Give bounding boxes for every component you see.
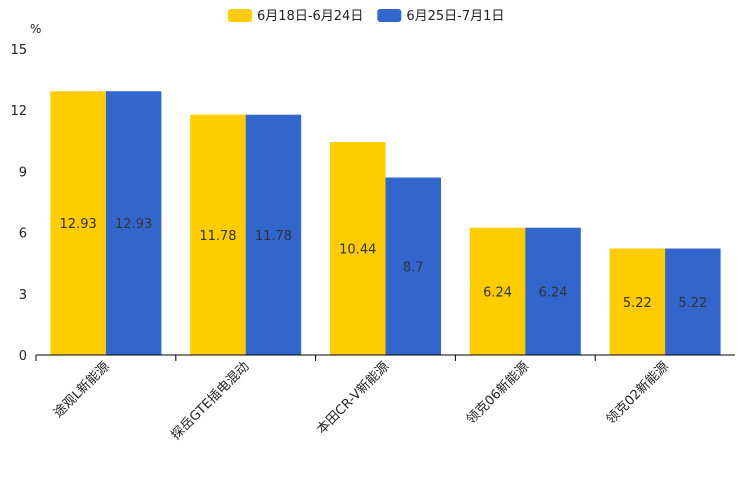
x-tick-label: 本田CR-V新能源	[314, 359, 393, 438]
data-label: 6.24	[483, 285, 512, 300]
bar	[525, 227, 581, 355]
x-tick-label: 探岳GTE插电混动	[169, 359, 253, 443]
x-tick-label: 途观L新能源	[50, 359, 112, 421]
bar	[50, 91, 106, 355]
data-label: 8.7	[403, 260, 424, 275]
bar	[609, 248, 666, 355]
bar	[330, 142, 386, 355]
x-tick-label: 领克06新能源	[463, 359, 532, 428]
bar	[190, 114, 246, 355]
legend-label: 6月25日-7月1日	[406, 9, 504, 24]
bar	[105, 91, 162, 355]
y-axis-unit: %	[30, 22, 41, 36]
y-tick-label: 3	[19, 288, 27, 303]
data-label: 12.93	[60, 217, 97, 232]
legend-label: 6月18日-6月24日	[257, 9, 363, 24]
data-label: 11.78	[199, 229, 236, 244]
legend-swatch	[228, 9, 252, 22]
data-label: 11.78	[255, 229, 292, 244]
bar	[469, 227, 526, 355]
bar	[385, 177, 441, 355]
data-label: 12.93	[115, 217, 152, 232]
data-label: 5.22	[623, 296, 652, 311]
y-tick-label: 0	[19, 349, 27, 364]
y-tick-label: 9	[19, 165, 27, 180]
data-label: 6.24	[539, 285, 568, 300]
data-label: 5.22	[678, 296, 707, 311]
x-tick-label: 领克02新能源	[603, 359, 672, 428]
y-tick-label: 15	[10, 43, 27, 58]
bar	[245, 114, 302, 355]
legend-swatch	[377, 9, 402, 22]
y-tick-label: 6	[19, 227, 27, 242]
data-label: 10.44	[339, 243, 376, 258]
y-tick-label: 12	[10, 104, 27, 119]
bar	[665, 248, 721, 355]
